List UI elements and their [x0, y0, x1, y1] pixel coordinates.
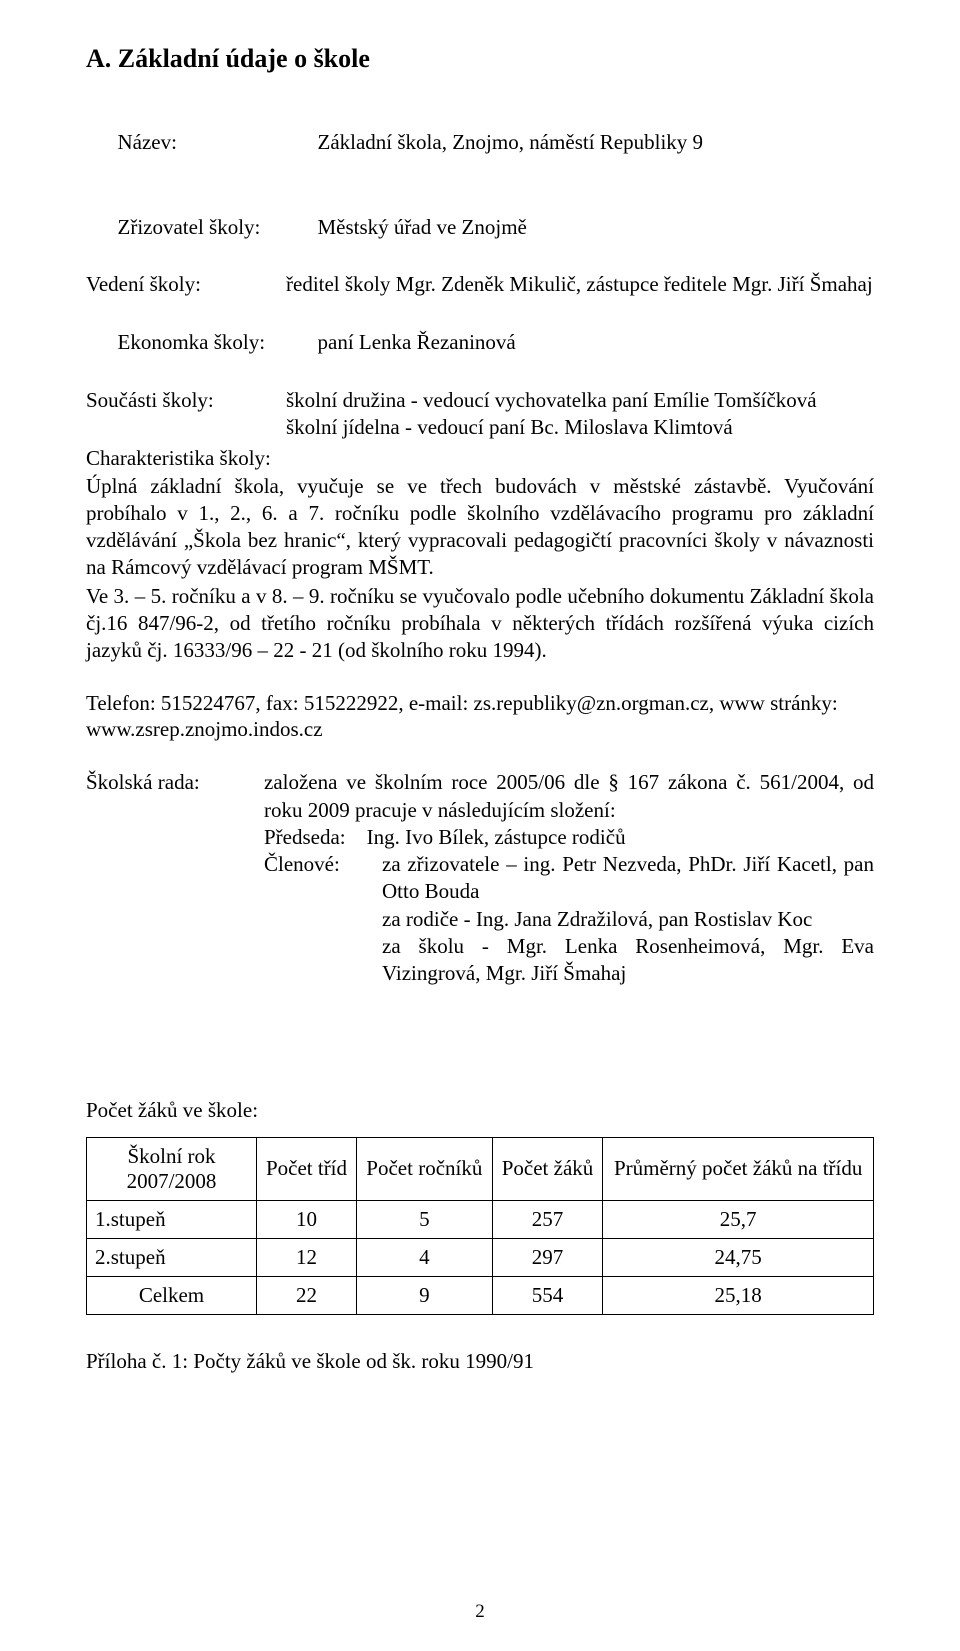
clenove-line-2: za rodiče - Ing. Jana Zdražilová, pan Ro… — [382, 906, 874, 933]
skolska-clenove-block: Členové: za zřizovatele – ing. Petr Nezv… — [264, 851, 874, 987]
counts-title: Počet žáků ve škole: — [86, 1098, 874, 1123]
value-clenove: za zřizovatele – ing. Petr Nezveda, PhDr… — [382, 851, 874, 987]
label-predseda: Předseda: — [264, 825, 346, 849]
table-row: 2.stupeň 12 4 297 24,75 — [87, 1238, 874, 1276]
value-zrizovatel: Městský úřad ve Znojmě — [318, 215, 527, 239]
cell-label: 1.stupeň — [87, 1200, 257, 1238]
skolska-predseda-row: Předseda: Ing. Ivo Bílek, zástupce rodič… — [264, 824, 874, 851]
clenove-line-3: za školu - Mgr. Lenka Rosenheimová, Mgr.… — [382, 933, 874, 988]
charakteristika-text-2: Ve 3. – 5. ročníku a v 8. – 9. ročníku s… — [86, 583, 874, 664]
cell-zaku: 297 — [492, 1238, 603, 1276]
label-zrizovatel: Zřizovatel školy: — [118, 214, 318, 241]
skolska-line-1: založena ve školním roce 2005/06 dle § 1… — [264, 769, 874, 824]
cell-zaku: 257 — [492, 1200, 603, 1238]
skolska-rada-block: Školská rada: založena ve školním roce 2… — [86, 769, 874, 987]
col-pocet-trid: Počet tříd — [257, 1137, 357, 1200]
cell-rocniku: 5 — [357, 1200, 493, 1238]
cell-prumer: 25,18 — [603, 1276, 874, 1314]
soucasti-line-2: školní jídelna - vedoucí paní Bc. Milosl… — [286, 414, 874, 441]
value-vedeni: ředitel školy Mgr. Zdeněk Mikulič, zástu… — [286, 271, 874, 298]
label-soucasti: Součásti školy: — [86, 387, 286, 441]
contact-block: Telefon: 515224767, fax: 515222922, e-ma… — [86, 690, 874, 744]
label-clenove: Členové: — [264, 851, 380, 987]
counts-thead: Školní rok 2007/2008 Počet tříd Počet ro… — [87, 1137, 874, 1200]
soucasti-line-1: školní družina - vedoucí vychovatelka pa… — [286, 387, 874, 414]
cell-zaku: 554 — [492, 1276, 603, 1314]
cell-rocniku: 4 — [357, 1238, 493, 1276]
value-soucasti: školní družina - vedoucí vychovatelka pa… — [286, 387, 874, 441]
cell-prumer: 24,75 — [603, 1238, 874, 1276]
value-ekonomka: paní Lenka Řezaninová — [318, 330, 516, 354]
label-charakteristika: Charakteristika školy: — [86, 445, 874, 472]
cell-trid: 12 — [257, 1238, 357, 1276]
value-nazev: Základní škola, Znojmo, náměstí Republik… — [318, 130, 704, 154]
field-soucasti: Součásti školy: školní družina - vedoucí… — [86, 387, 874, 441]
col-pocet-zaku: Počet žáků — [492, 1137, 603, 1200]
col-prumer: Průměrný počet žáků na třídu — [603, 1137, 874, 1200]
page-number: 2 — [0, 1601, 960, 1623]
label-nazev: Název: — [118, 129, 318, 156]
field-nazev: Název:Základní škola, Znojmo, náměstí Re… — [86, 102, 874, 183]
field-zrizovatel: Zřizovatel školy:Městský úřad ve Znojmě — [86, 187, 874, 268]
col-pocet-rocniku: Počet ročníků — [357, 1137, 493, 1200]
counts-tbody: 1.stupeň 10 5 257 25,7 2.stupeň 12 4 297… — [87, 1200, 874, 1314]
table-row: Celkem 22 9 554 25,18 — [87, 1276, 874, 1314]
field-vedeni: Vedení školy: ředitel školy Mgr. Zdeněk … — [86, 271, 874, 298]
cell-rocniku: 9 — [357, 1276, 493, 1314]
label-skolska: Školská rada: — [86, 769, 256, 987]
skolska-body: založena ve školním roce 2005/06 dle § 1… — [264, 769, 874, 987]
cell-label: 2.stupeň — [87, 1238, 257, 1276]
info-block: Název:Základní škola, Znojmo, náměstí Re… — [86, 102, 874, 988]
label-ekonomka: Ekonomka školy: — [118, 329, 318, 356]
cell-prumer: 25,7 — [603, 1200, 874, 1238]
col-skolni-rok: Školní rok 2007/2008 — [87, 1137, 257, 1200]
table-row: 1.stupeň 10 5 257 25,7 — [87, 1200, 874, 1238]
value-predseda: Ing. Ivo Bílek, zástupce rodičů — [367, 825, 626, 849]
counts-table: Školní rok 2007/2008 Počet tříd Počet ro… — [86, 1137, 874, 1315]
cell-trid: 10 — [257, 1200, 357, 1238]
section-title: A. Základní údaje o škole — [86, 44, 874, 74]
appendix-line: Příloha č. 1: Počty žáků ve škole od šk.… — [86, 1349, 874, 1374]
cell-label: Celkem — [87, 1276, 257, 1314]
charakteristika-text-1: Úplná základní škola, vyučuje se ve třec… — [86, 473, 874, 581]
counts-header-row: Školní rok 2007/2008 Počet tříd Počet ro… — [87, 1137, 874, 1200]
field-ekonomka: Ekonomka školy:paní Lenka Řezaninová — [86, 302, 874, 383]
cell-trid: 22 — [257, 1276, 357, 1314]
document-page: A. Základní údaje o škole Název:Základní… — [0, 0, 960, 1651]
clenove-line-1: za zřizovatele – ing. Petr Nezveda, PhDr… — [382, 851, 874, 906]
label-vedeni: Vedení školy: — [86, 271, 286, 298]
